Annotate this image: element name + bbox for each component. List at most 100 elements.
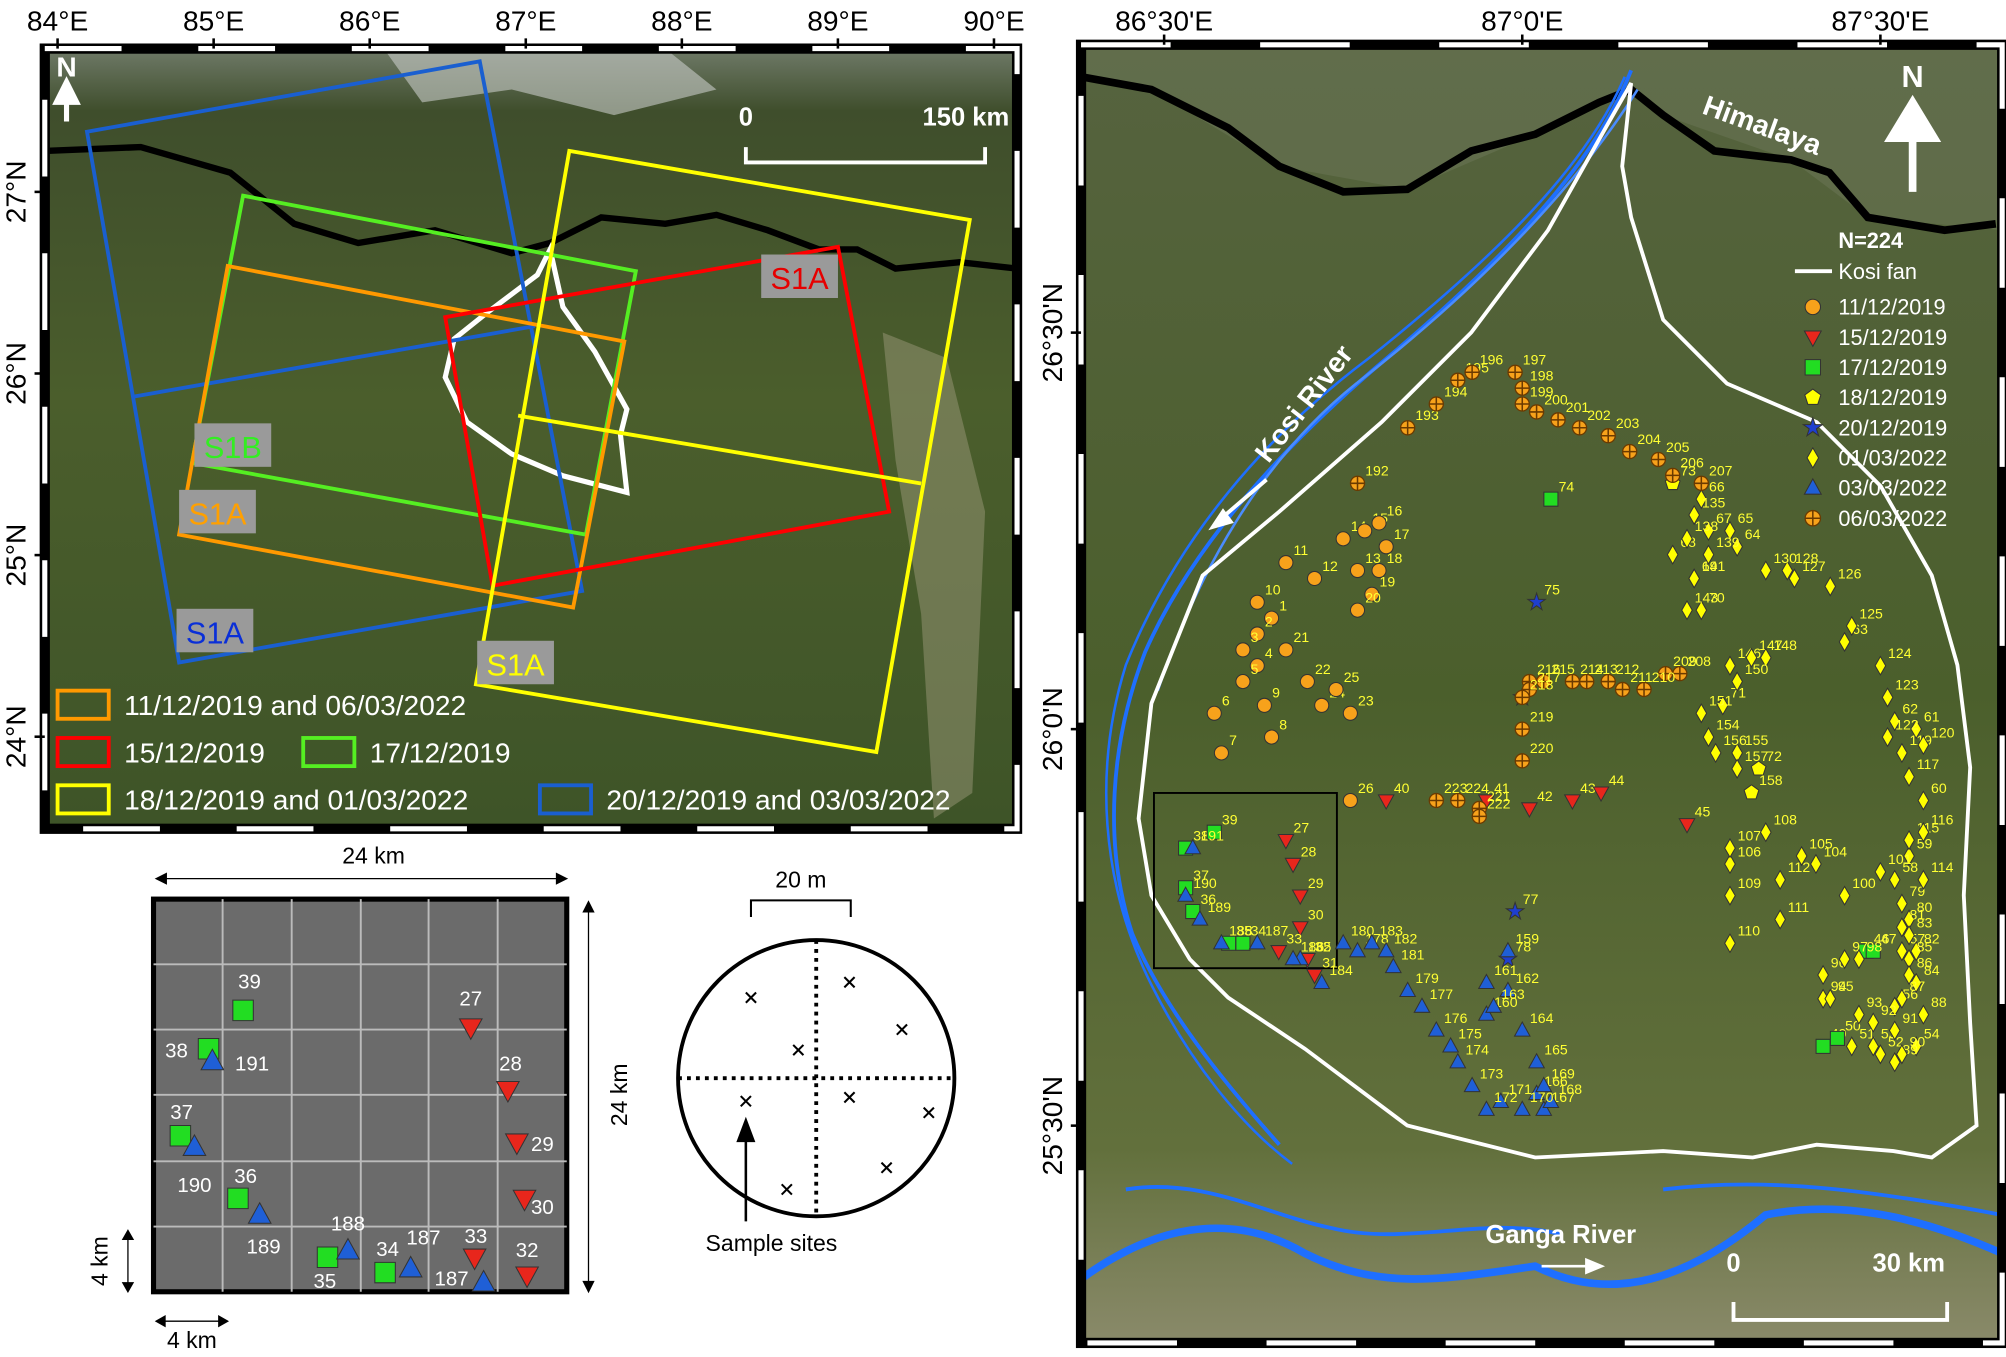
site-marker <box>1865 943 1881 959</box>
site-marker <box>1910 972 1923 994</box>
site-marker <box>1499 941 1517 958</box>
site-label: 159 <box>1516 931 1540 947</box>
site-label: 199 <box>1530 383 1554 399</box>
site-label: 16 <box>1387 502 1403 518</box>
site-label: 88 <box>1931 994 1947 1010</box>
site-label: 91 <box>1902 1010 1918 1026</box>
map-background <box>1081 44 2003 1343</box>
swath-label: S1A <box>186 615 245 650</box>
count-label: N=224 <box>1838 228 1903 253</box>
label-box <box>761 254 838 299</box>
site-marker <box>1896 988 1908 1009</box>
site-label: 28 <box>1301 843 1317 859</box>
site-label: 125 <box>1859 605 1883 621</box>
site-label: 40 <box>1394 780 1410 796</box>
site-label: 59 <box>1917 835 1933 851</box>
marker-cross <box>1450 793 1465 808</box>
site-marker <box>1838 631 1851 653</box>
site-marker <box>1806 446 1820 469</box>
dimension-arrow <box>582 900 595 1294</box>
site-marker <box>1874 1044 1887 1065</box>
site-marker <box>1665 467 1681 484</box>
site-marker <box>1264 610 1280 626</box>
site-label: 38 <box>1193 827 1209 843</box>
site-label: 220 <box>1530 740 1554 756</box>
site-label: 37 <box>170 1101 193 1124</box>
site-marker <box>1896 1044 1908 1065</box>
site-label: 161 <box>1494 962 1518 978</box>
site-label: 143 <box>1695 590 1719 606</box>
site-marker <box>1278 555 1294 571</box>
site-label: 44 <box>1609 772 1625 788</box>
site-marker <box>1724 520 1736 542</box>
site-label: 224 <box>1465 780 1489 796</box>
site-marker <box>1428 792 1444 809</box>
site-label: 74 <box>1559 478 1575 494</box>
site-marker <box>1917 734 1930 756</box>
site-label: 190 <box>177 1174 211 1197</box>
site-marker <box>398 1255 423 1278</box>
marker-cross <box>1515 381 1530 396</box>
site-label: 34 <box>1251 923 1267 939</box>
site-label: 180 <box>1351 923 1375 939</box>
site-label: 166 <box>1544 1073 1568 1089</box>
site-marker <box>1636 681 1652 698</box>
site-label: 189 <box>246 1235 280 1258</box>
site-label: 116 <box>1931 812 1954 828</box>
site-marker <box>1781 560 1794 581</box>
site-label: 19 <box>1380 574 1396 590</box>
pointer-arrow <box>736 1116 756 1222</box>
site-marker <box>1867 1012 1880 1033</box>
legend-swatch <box>537 783 593 816</box>
site-label: 203 <box>1616 415 1640 431</box>
site-label: 92 <box>1881 1002 1897 1018</box>
site-label: 12 <box>1322 558 1338 574</box>
site-marker <box>1463 1076 1481 1093</box>
marker-cross <box>1694 476 1709 491</box>
site-marker <box>1801 416 1824 438</box>
site-label: 107 <box>1738 827 1762 843</box>
site-label: 208 <box>1688 653 1712 669</box>
scale-bar <box>1731 1302 1950 1322</box>
site-marker <box>1313 973 1331 990</box>
north-arrow <box>1884 94 1942 192</box>
site-marker <box>316 1246 339 1268</box>
site-label: 45 <box>1695 804 1711 820</box>
site-marker <box>169 1124 192 1147</box>
swath-label: S1B <box>204 430 262 465</box>
site-marker <box>1563 794 1582 811</box>
site-marker <box>1526 591 1547 611</box>
site-label: 17 <box>1394 526 1410 542</box>
site-marker <box>1693 475 1710 491</box>
site-marker <box>471 1269 496 1292</box>
site-label: 21 <box>1294 629 1310 645</box>
site-label: 93 <box>1867 994 1883 1010</box>
site-label: 60 <box>1931 780 1947 796</box>
site-label: 83 <box>1917 915 1933 931</box>
site-label: 124 <box>1888 645 1912 661</box>
marker-cross <box>1515 690 1530 705</box>
site-marker <box>1666 544 1679 565</box>
dimension-label: 24 km <box>606 1063 632 1126</box>
site-label: 177 <box>1430 986 1454 1002</box>
site-label: 160 <box>1494 994 1518 1010</box>
site-marker <box>1917 1004 1930 1025</box>
site-marker <box>1492 1092 1510 1108</box>
site-marker <box>1513 1020 1531 1037</box>
marker-cross <box>1400 420 1415 435</box>
lat-tick-label: 26°0'N <box>1037 687 1068 771</box>
site-marker <box>1364 586 1380 602</box>
site-label: 51 <box>1859 1026 1875 1042</box>
marker-cross <box>1536 674 1551 689</box>
site-marker <box>1348 941 1367 958</box>
site-marker <box>1371 562 1387 579</box>
site-marker <box>1709 742 1722 764</box>
site-marker <box>1803 477 1823 495</box>
site-marker <box>1514 689 1530 706</box>
marker-cross <box>1572 420 1587 435</box>
legend-swatch <box>55 736 111 769</box>
site-label: 202 <box>1587 407 1611 423</box>
legend-label: 06/03/2022 <box>1838 506 1947 531</box>
site-label: 27 <box>459 987 482 1010</box>
site-marker <box>1759 647 1772 668</box>
